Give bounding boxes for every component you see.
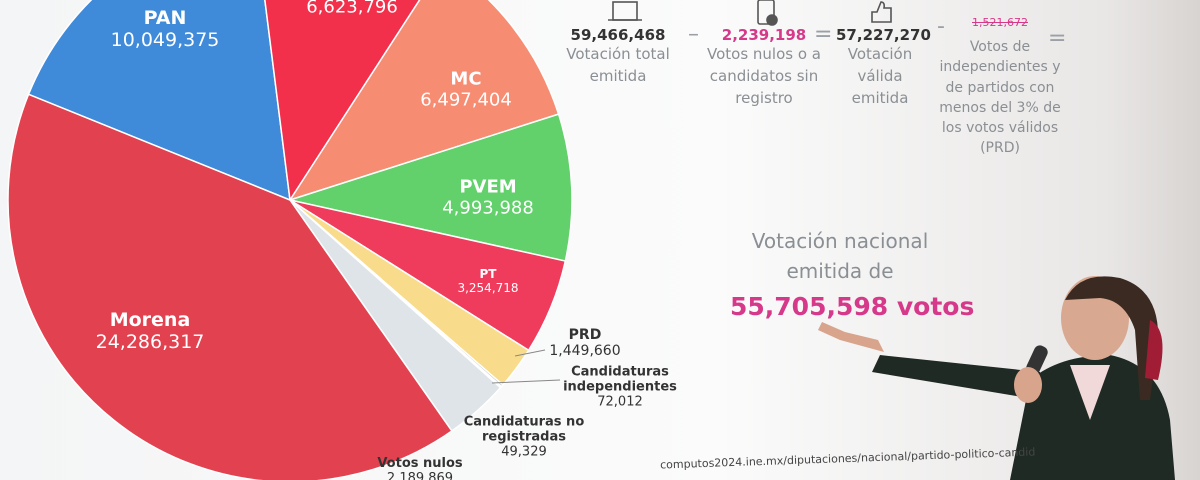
total-votes: 59,466,468 Votación total emitida <box>558 26 678 88</box>
slice-label: PVEM 4,993,988 <box>442 177 534 218</box>
value-label: 1,449,660 <box>549 343 621 359</box>
value-label: 10,049,375 <box>110 29 220 51</box>
slice-label: PAN 10,049,375 <box>110 7 220 52</box>
category-name: Candidaturas no registradas <box>463 414 585 445</box>
operator: - <box>937 14 945 39</box>
value-label: 6,623,796 <box>306 0 398 18</box>
slice-label: Candidaturas no registradas 49,329 <box>449 414 599 461</box>
slice-label: Votos nulos 2,189,869 <box>377 456 463 480</box>
value-label: 3,254,718 <box>457 281 519 295</box>
pie-slice <box>27 0 291 202</box>
operator: = <box>814 22 833 47</box>
category-name: PRD <box>568 326 602 343</box>
person <box>818 276 1175 480</box>
slice-label: MC 6,497,404 <box>420 69 512 110</box>
slice-label: PT 3,254,718 <box>457 267 519 296</box>
total-label: Votación total emitida <box>566 45 670 85</box>
pie-slice <box>264 0 421 203</box>
category-name: MC <box>450 68 482 90</box>
leader-line <box>491 379 561 384</box>
leader-line <box>514 349 546 357</box>
null-votes: 2,239,198 Votos nulos o a candidatos sin … <box>705 26 823 109</box>
value-label: 2,189,869 <box>386 471 454 480</box>
small-party-votes: 1,521,672 Votos de independientes y de pa… <box>935 16 1065 159</box>
pie-slice <box>287 113 573 262</box>
small-party-label: Votos de independientes y de partidos co… <box>939 39 1061 157</box>
value-label: 72,012 <box>597 394 643 410</box>
category-name: Morena <box>109 309 191 332</box>
null-value: 2,239,198 <box>721 26 807 44</box>
result-value: 55,705,598 votos <box>730 292 975 321</box>
slice-label: Candidaturas independientes 72,012 <box>545 364 695 411</box>
ballot-icon <box>608 1 642 21</box>
category-name: Votos nulos <box>377 456 463 472</box>
thumb-icon <box>871 1 892 23</box>
value-label: 4,993,988 <box>442 197 534 218</box>
category-name: PT <box>479 267 497 282</box>
operator: – <box>688 22 699 47</box>
result-label: Votación nacional emitida de <box>751 229 929 283</box>
null-label: Votos nulos o a candidatos sin registro <box>707 45 821 107</box>
category-name: PVEM <box>459 176 517 198</box>
value-label: 24,286,317 <box>95 331 205 353</box>
total-value: 59,466,468 <box>570 26 666 44</box>
slice-label: 6,623,796 <box>306 0 398 18</box>
phone-icon <box>757 0 778 26</box>
slice-label: PRD 1,449,660 <box>549 327 620 359</box>
category-name: Candidaturas independientes <box>563 364 677 395</box>
slice-label: Morena 24,286,317 <box>95 309 205 354</box>
category-name: PAN <box>143 7 187 30</box>
valid-value: 57,227,270 <box>836 26 931 44</box>
small-party-value: 1,521,672 <box>972 16 1028 29</box>
pie-slice <box>7 93 453 480</box>
value-label: 49,329 <box>501 444 547 460</box>
pie-slice <box>288 0 560 202</box>
valid-votes: 57,227,270 Votación válida emitida <box>836 26 931 109</box>
operator: = <box>1048 26 1067 51</box>
value-label: 6,497,404 <box>420 89 512 110</box>
valid-label: Votación válida emitida <box>847 45 913 107</box>
